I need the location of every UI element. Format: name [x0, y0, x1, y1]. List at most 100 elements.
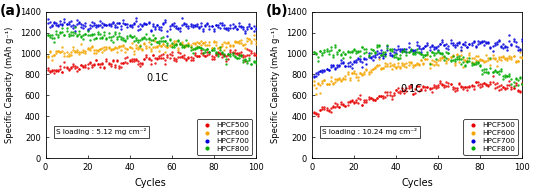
- Point: [218, 45, 226, 48]
- Point: [43, 18, 52, 21]
- Point: [108, 60, 117, 63]
- Point: [252, 59, 260, 62]
- HPCF600: [43, 55, 52, 58]
- Point: [205, 50, 214, 54]
- HPCF600: [134, 45, 142, 48]
- HPCF600: [503, 56, 512, 59]
- Point: [427, 45, 436, 48]
- HPCF800: [54, 35, 62, 38]
- HPCF800: [427, 51, 436, 54]
- Point: [436, 52, 444, 55]
- HPCF700: [499, 43, 507, 46]
- Point: [83, 47, 92, 50]
- HPCF600: [245, 38, 254, 41]
- Point: [463, 59, 472, 62]
- Point: [130, 52, 138, 55]
- HPCF600: [377, 66, 386, 70]
- Point: [366, 70, 375, 73]
- Point: [459, 42, 467, 46]
- HPCF600: [220, 40, 229, 43]
- HPCF700: [161, 20, 170, 23]
- HPCF800: [121, 38, 130, 41]
- Point: [467, 44, 476, 47]
- Point: [507, 82, 516, 85]
- Point: [94, 31, 103, 34]
- Point: [377, 95, 386, 98]
- HPCF500: [343, 100, 352, 103]
- Point: [115, 67, 123, 70]
- HPCF800: [494, 72, 503, 75]
- HPCF700: [56, 19, 65, 22]
- HPCF700: [404, 45, 413, 48]
- Point: [252, 27, 260, 30]
- Point: [218, 52, 226, 55]
- HPCF700: [478, 39, 486, 42]
- Point: [232, 27, 241, 30]
- Point: [209, 55, 218, 58]
- Point: [417, 59, 426, 62]
- Point: [60, 33, 69, 36]
- HPCF600: [328, 82, 337, 85]
- Point: [492, 41, 501, 44]
- HPCF700: [383, 48, 392, 51]
- Point: [165, 28, 174, 31]
- HPCF600: [310, 84, 318, 87]
- HPCF500: [368, 98, 377, 101]
- Point: [171, 39, 180, 42]
- HPCF700: [140, 22, 148, 25]
- HPCF800: [314, 56, 323, 59]
- Point: [142, 22, 151, 25]
- HPCF500: [316, 108, 325, 111]
- HPCF500: [350, 101, 358, 104]
- HPCF600: [249, 38, 258, 41]
- HPCF700: [144, 22, 153, 25]
- Point: [476, 63, 484, 66]
- Point: [442, 51, 451, 54]
- HPCF800: [310, 51, 318, 54]
- Point: [92, 52, 100, 55]
- Point: [131, 17, 140, 20]
- HPCF800: [171, 44, 180, 47]
- Point: [488, 74, 497, 78]
- Point: [163, 43, 172, 46]
- Point: [379, 50, 388, 54]
- HPCF700: [163, 29, 172, 32]
- Point: [314, 60, 323, 63]
- Point: [90, 51, 98, 54]
- HPCF700: [356, 59, 364, 62]
- HPCF700: [121, 22, 130, 25]
- HPCF700: [108, 21, 117, 24]
- HPCF800: [461, 64, 469, 67]
- HPCF500: [509, 87, 518, 90]
- HPCF600: [195, 42, 203, 45]
- Point: [310, 80, 318, 83]
- HPCF700: [146, 29, 155, 32]
- Point: [136, 44, 144, 47]
- Point: [482, 70, 491, 73]
- HPCF800: [247, 62, 256, 65]
- Point: [73, 51, 81, 54]
- Point: [425, 62, 434, 65]
- Point: [512, 45, 520, 48]
- HPCF600: [366, 69, 375, 72]
- Point: [343, 104, 352, 107]
- HPCF800: [144, 37, 153, 40]
- HPCF500: [320, 108, 329, 111]
- HPCF800: [56, 31, 65, 34]
- HPCF700: [463, 46, 472, 49]
- Point: [102, 57, 111, 60]
- HPCF800: [131, 39, 140, 42]
- Point: [415, 52, 423, 55]
- HPCF800: [85, 34, 94, 37]
- HPCF700: [474, 39, 482, 42]
- Point: [400, 47, 409, 50]
- Point: [151, 36, 159, 39]
- Point: [108, 40, 117, 43]
- Point: [434, 63, 442, 66]
- HPCF700: [326, 66, 335, 69]
- HPCF500: [427, 90, 436, 94]
- Point: [222, 59, 231, 62]
- HPCF800: [429, 52, 438, 55]
- HPCF800: [83, 33, 92, 36]
- Point: [514, 60, 522, 63]
